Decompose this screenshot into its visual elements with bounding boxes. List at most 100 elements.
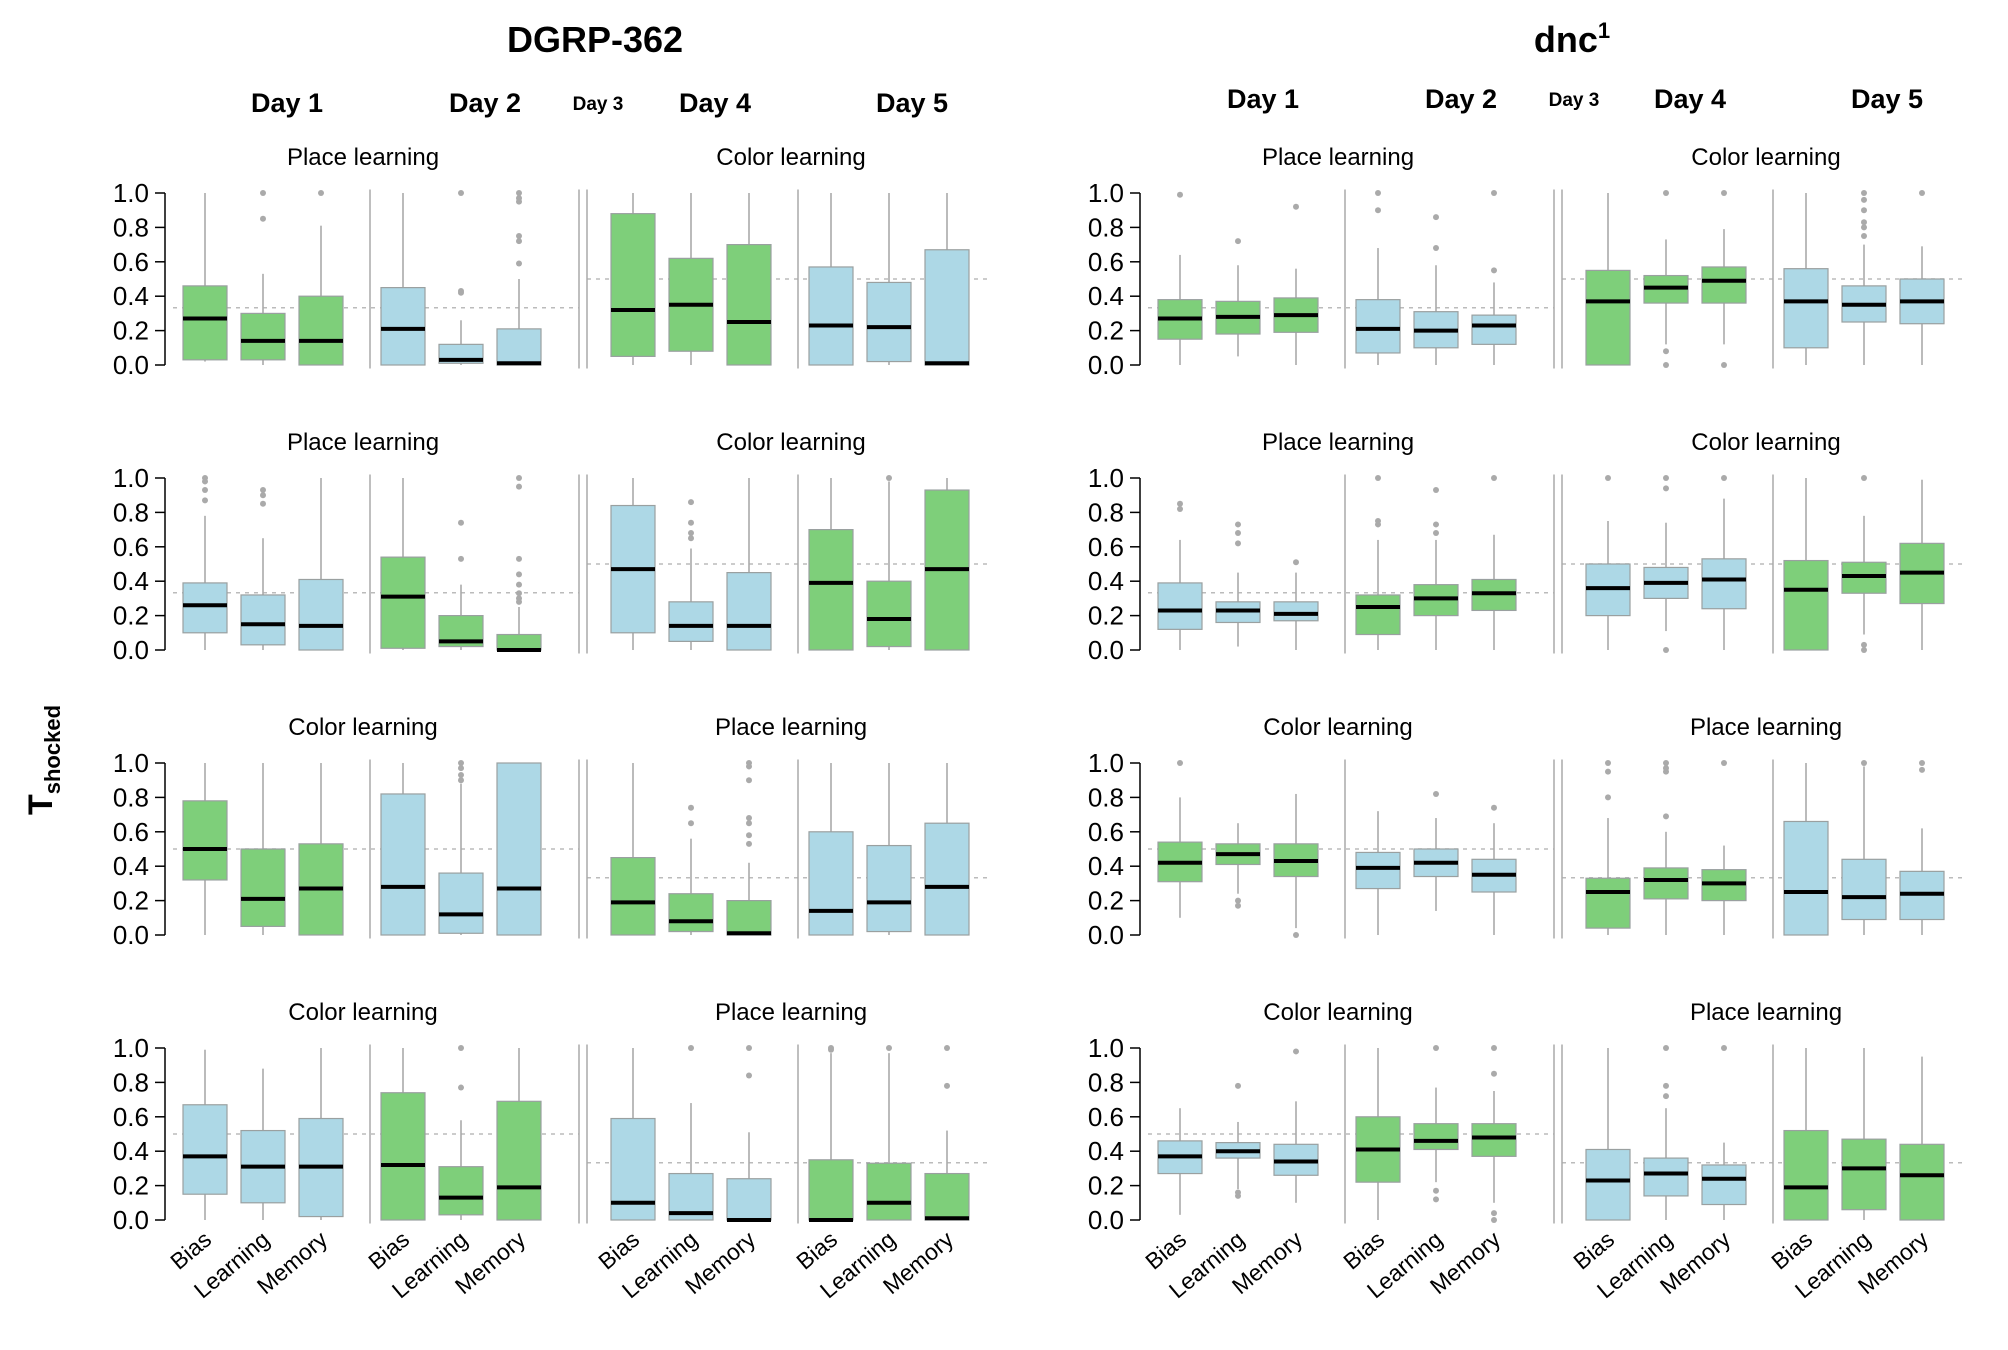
outlier-point — [516, 238, 522, 245]
outlier-point — [1293, 932, 1299, 938]
y-tick-label: 0.2 — [113, 886, 149, 916]
outlier-point — [1861, 219, 1867, 226]
outlier-point — [260, 492, 266, 499]
y-tick-label: 1.0 — [113, 178, 149, 208]
y-tick-label: 0.6 — [113, 247, 149, 277]
y-tick-label: 0.2 — [1088, 316, 1124, 346]
outlier-point — [1177, 505, 1183, 512]
y-tick-label: 1.0 — [1088, 1033, 1124, 1063]
box-bias — [610, 213, 656, 357]
y-tick-label: 0.8 — [1088, 212, 1124, 242]
y-tick-label: 0.8 — [1088, 1067, 1124, 1097]
y-tick-label: 0.6 — [113, 1102, 149, 1132]
y-tick-label: 0.2 — [1088, 601, 1124, 631]
box-learning — [866, 580, 912, 648]
y-tick-label: 0.8 — [113, 782, 149, 812]
y-tick-label: 0.4 — [1088, 851, 1124, 881]
y-tick-label: 0.4 — [113, 851, 149, 881]
outlier-point — [1663, 1045, 1669, 1051]
box-memory — [1471, 314, 1517, 345]
panel-title-dgrp-text: DGRP-362 — [507, 19, 683, 60]
outlier-point — [202, 497, 208, 504]
facet-title-right: Place learning — [715, 714, 867, 741]
outlier-point — [886, 475, 892, 481]
y-tick-label: 0.6 — [1088, 247, 1124, 277]
box-bias — [1585, 1148, 1631, 1221]
outlier-point — [1235, 897, 1241, 904]
box-memory — [726, 1178, 772, 1221]
facet-title-right: Place learning — [715, 999, 867, 1026]
outlier-point — [746, 1045, 752, 1051]
panel0-day4-label: Day 4 — [679, 88, 751, 118]
outlier-point — [886, 1045, 892, 1051]
box-bias — [380, 1092, 426, 1221]
outlier-point — [1491, 1045, 1497, 1051]
outlier-point — [1235, 521, 1241, 528]
y-tick-label: 1.0 — [1088, 178, 1124, 208]
box-bias — [1783, 268, 1829, 349]
outlier-point — [1605, 475, 1611, 481]
box-learning — [668, 893, 714, 933]
outlier-point — [1919, 766, 1925, 773]
box-memory — [924, 1172, 970, 1221]
outlier-point — [746, 840, 752, 847]
outlier-point — [1663, 1093, 1669, 1100]
outlier-point — [1433, 790, 1439, 797]
box-bias — [182, 800, 228, 881]
outlier-point — [516, 555, 522, 562]
outlier-point — [458, 1045, 464, 1051]
facet-title-left: Color learning — [288, 714, 437, 741]
y-tick-label: 0.2 — [113, 601, 149, 631]
y-axis-label-main: T — [22, 794, 60, 815]
outlier-point — [260, 215, 266, 222]
y-tick-label: 1.0 — [113, 463, 149, 493]
outlier-point — [458, 190, 464, 196]
outlier-point — [1861, 224, 1867, 231]
outlier-point — [1721, 760, 1727, 766]
outlier-point — [828, 1045, 834, 1051]
y-tick-label: 0.2 — [1088, 1171, 1124, 1201]
box-bias — [380, 793, 426, 936]
outlier-point — [1663, 190, 1669, 196]
facet-title-left: Color learning — [1263, 999, 1412, 1026]
facet-title-right: Color learning — [716, 429, 865, 456]
outlier-point — [1861, 475, 1867, 481]
plot-block-1: 0.0 0.2 0.4 0.6 0.8 1.0 Place learning Color le… — [113, 429, 990, 665]
box-learning — [240, 848, 286, 928]
outlier-point — [516, 190, 522, 196]
y-tick-label: 0.0 — [1088, 1205, 1124, 1235]
outlier-point — [688, 804, 694, 811]
outlier-point — [746, 777, 752, 784]
panel-title-dgrp: DGRP-362 — [507, 19, 683, 60]
outlier-point — [1663, 485, 1669, 492]
box-memory — [1701, 1164, 1747, 1206]
outlier-point — [688, 499, 694, 506]
outlier-point — [1663, 1082, 1669, 1089]
outlier-point — [458, 1084, 464, 1091]
box-learning — [1643, 867, 1689, 900]
box-memory — [924, 249, 970, 366]
box-bias — [1157, 582, 1203, 630]
outlier-point — [1605, 760, 1611, 766]
box-bias — [1355, 851, 1401, 890]
outlier-point — [1433, 530, 1439, 537]
y-tick-label: 0.2 — [113, 1171, 149, 1201]
box-bias — [1585, 877, 1631, 929]
y-tick-label: 0.8 — [113, 497, 149, 527]
facet-title-left: Place learning — [1262, 144, 1414, 171]
facet-title-right: Color learning — [1691, 144, 1840, 171]
outlier-point — [1433, 1196, 1439, 1203]
facet-title-left: Color learning — [288, 999, 437, 1026]
outlier-point — [1861, 207, 1867, 214]
outlier-point — [260, 190, 266, 196]
box-bias — [1585, 269, 1631, 366]
outlier-point — [1491, 804, 1497, 811]
facet-title-right: Color learning — [716, 144, 865, 171]
outlier-point — [1433, 214, 1439, 221]
outlier-point — [516, 483, 522, 490]
panel-title-dnc-sup: 1 — [1598, 18, 1610, 43]
outlier-point — [1235, 238, 1241, 245]
outlier-point — [1861, 641, 1867, 648]
y-tick-label: 0.0 — [113, 1205, 149, 1235]
outlier-point — [516, 195, 522, 202]
